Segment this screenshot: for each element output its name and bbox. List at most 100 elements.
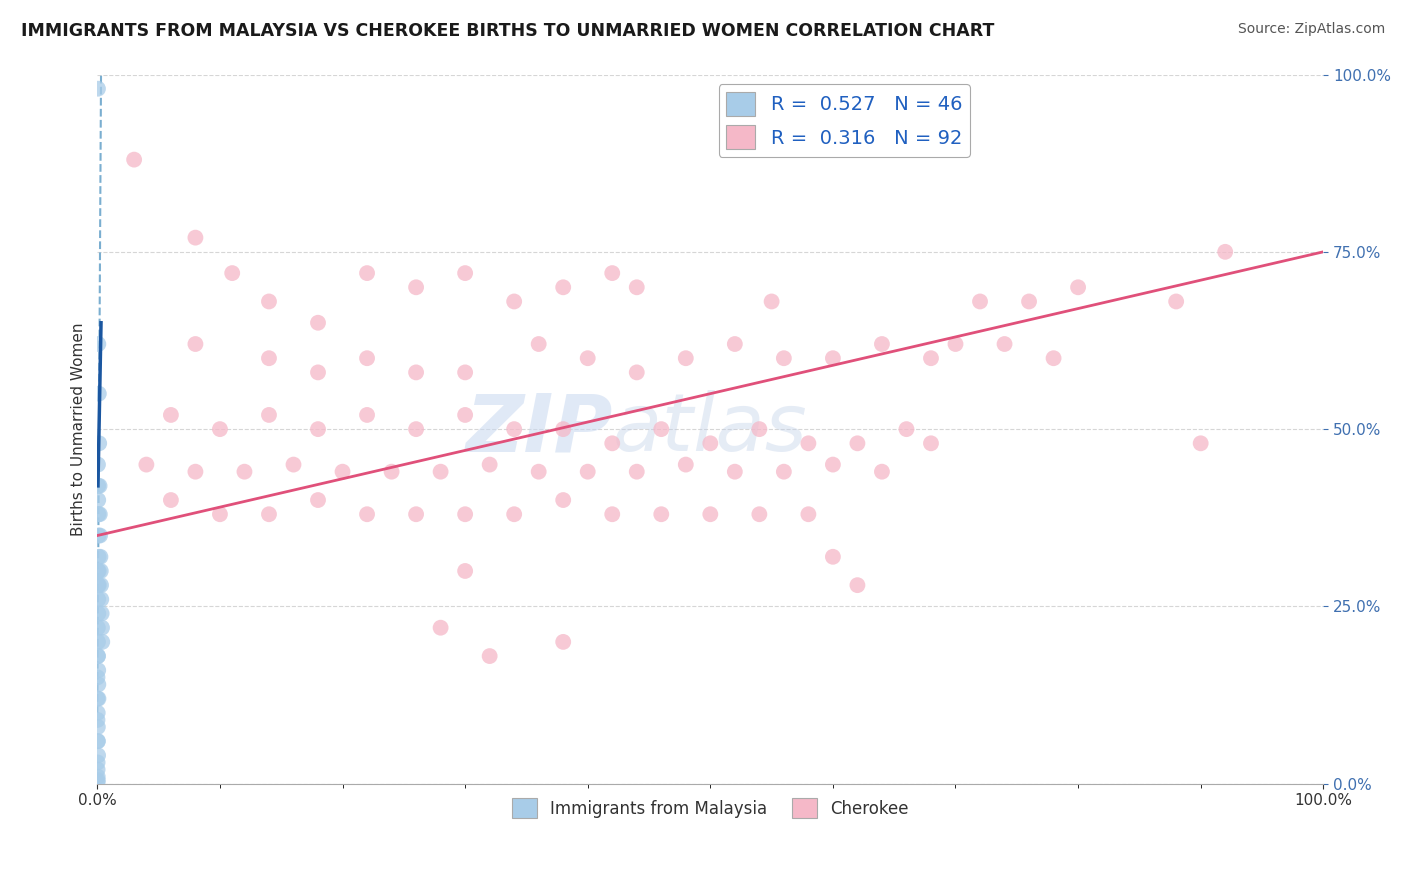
Point [91,621,114,635]
Point [405,365,427,379]
Point [87,592,110,607]
Point [626,365,648,379]
Point [356,266,378,280]
Point [160,493,183,508]
Point [184,465,207,479]
Point [699,507,721,521]
Point [821,458,844,472]
Point [257,507,280,521]
Point [257,294,280,309]
Point [307,493,329,508]
Point [87,493,110,508]
Point [724,465,747,479]
Point [87,677,110,691]
Point [626,465,648,479]
Point [675,351,697,366]
Point [748,422,770,436]
Point [90,592,112,607]
Point [87,773,110,788]
Point [87,706,110,720]
Point [87,337,110,351]
Point [503,294,526,309]
Point [405,422,427,436]
Point [160,408,183,422]
Point [600,266,623,280]
Legend: Immigrants from Malaysia, Cherokee: Immigrants from Malaysia, Cherokee [505,791,915,825]
Point [135,458,157,472]
Point [90,607,112,621]
Point [724,337,747,351]
Point [86,670,108,684]
Point [576,351,599,366]
Point [1018,294,1040,309]
Point [87,649,110,664]
Point [283,458,305,472]
Point [920,351,942,366]
Point [86,756,108,770]
Point [87,578,110,592]
Point [86,691,108,706]
Point [797,507,820,521]
Point [699,436,721,450]
Point [87,479,110,493]
Point [87,649,110,664]
Point [87,720,110,734]
Y-axis label: Births to Unmarried Women: Births to Unmarried Women [72,322,86,536]
Point [650,507,672,521]
Point [87,748,110,763]
Point [87,564,110,578]
Point [87,607,110,621]
Text: IMMIGRANTS FROM MALAYSIA VS CHEROKEE BIRTHS TO UNMARRIED WOMEN CORRELATION CHART: IMMIGRANTS FROM MALAYSIA VS CHEROKEE BIR… [21,22,994,40]
Point [429,465,451,479]
Point [773,351,796,366]
Point [91,635,114,649]
Point [773,465,796,479]
Point [307,422,329,436]
Point [90,578,112,592]
Point [650,422,672,436]
Point [797,436,820,450]
Point [89,528,111,542]
Point [761,294,783,309]
Point [89,507,111,521]
Point [122,153,145,167]
Point [527,465,550,479]
Point [503,507,526,521]
Point [454,408,477,422]
Point [1189,436,1212,450]
Point [89,479,111,493]
Point [626,280,648,294]
Point [1166,294,1188,309]
Point [208,507,231,521]
Point [945,337,967,351]
Point [1042,351,1064,366]
Point [87,691,110,706]
Point [257,351,280,366]
Text: atlas: atlas [612,390,807,468]
Point [846,578,869,592]
Point [87,734,110,748]
Point [454,507,477,521]
Point [89,436,111,450]
Text: ZIP: ZIP [465,390,612,468]
Point [356,408,378,422]
Point [993,337,1015,351]
Point [332,465,354,479]
Point [87,578,110,592]
Point [478,458,501,472]
Point [553,493,575,508]
Point [184,337,207,351]
Point [87,458,110,472]
Point [405,280,427,294]
Point [87,663,110,677]
Point [748,507,770,521]
Text: Source: ZipAtlas.com: Source: ZipAtlas.com [1237,22,1385,37]
Point [896,422,918,436]
Point [86,713,108,727]
Point [87,507,110,521]
Point [1213,244,1236,259]
Point [600,507,623,521]
Point [405,507,427,521]
Point [478,649,501,664]
Point [527,337,550,351]
